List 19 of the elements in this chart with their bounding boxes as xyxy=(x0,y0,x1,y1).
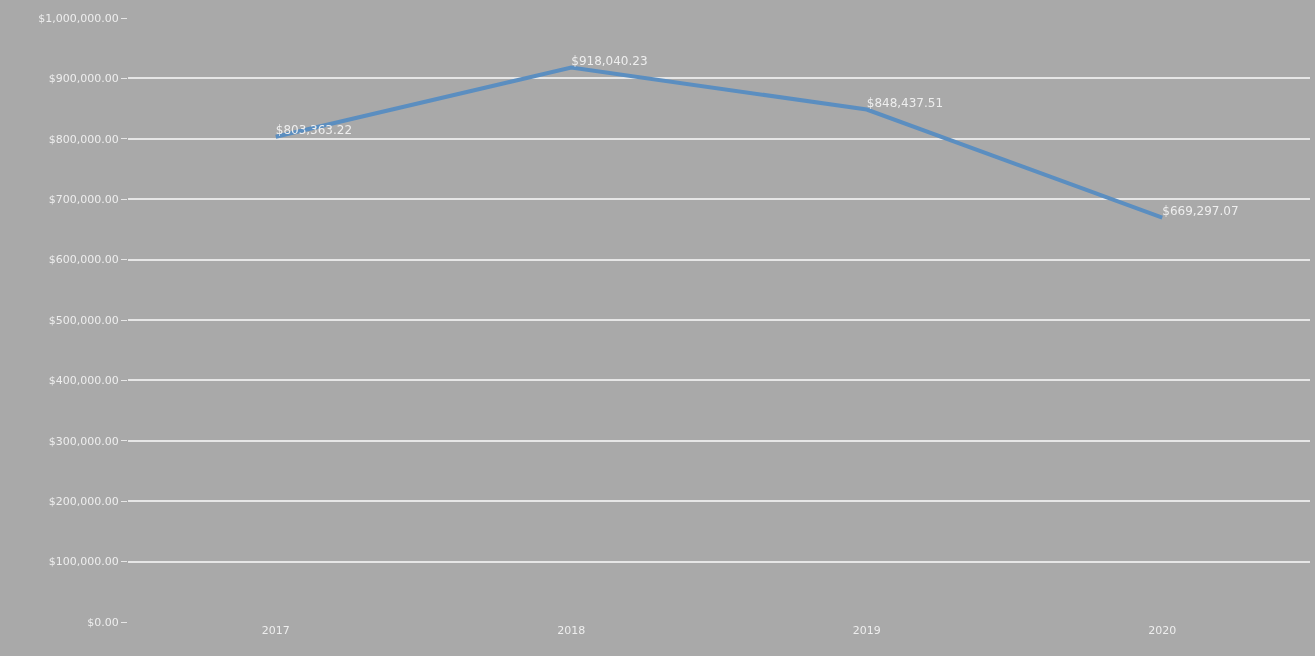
text: $918,040.23 xyxy=(571,53,648,68)
x-tick-label: 2017 xyxy=(261,624,290,637)
x-tick-label: 2020 xyxy=(1148,624,1177,637)
y-tick-label: $600,000.00 xyxy=(48,253,119,267)
y-tick-label: $0.00 xyxy=(87,615,119,629)
y-tick-label: $300,000.00 xyxy=(48,434,119,448)
text: $669,297.07 xyxy=(1162,203,1239,218)
y-tick-label: $500,000.00 xyxy=(48,313,119,327)
x-tick-label: 2018 xyxy=(557,624,586,637)
text: $848,437.51 xyxy=(866,95,944,110)
y-tick-label: $1,000,000.00 xyxy=(38,11,119,25)
y-tick-label: $100,000.00 xyxy=(48,555,119,569)
line-series xyxy=(273,65,1165,220)
y-tick-label: $900,000.00 xyxy=(48,72,119,86)
y-tick-label: $700,000.00 xyxy=(48,193,119,207)
x-tick-label: 2019 xyxy=(852,624,881,637)
y-tick-label: $200,000.00 xyxy=(48,495,119,509)
y-tick-label: $400,000.00 xyxy=(48,374,119,388)
y-tick-label: $800,000.00 xyxy=(48,132,119,146)
